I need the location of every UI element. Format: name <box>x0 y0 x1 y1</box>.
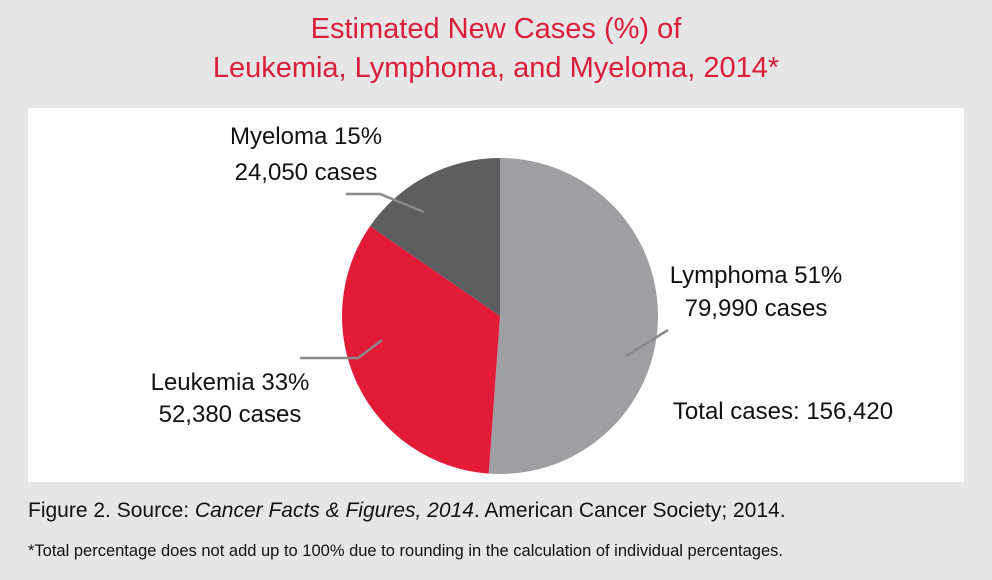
chart-title-line-1: Estimated New Cases (%) of <box>310 13 682 45</box>
pie-slice-leukemia <box>341 226 500 474</box>
leader-line-lymphoma <box>625 328 669 358</box>
slice-cases-leukemia: 52,380 cases <box>159 401 302 428</box>
chart-panel: Lymphoma 51% 79,990 cases Leukemia 33% 52,3… <box>28 108 964 482</box>
source-title: Cancer Facts & Figures, 2014 <box>194 499 474 522</box>
leader-line-leukemia <box>300 339 383 360</box>
chart-title: Estimated New Cases (%) of Leukemia, Lym… <box>0 10 992 88</box>
footnote: *Total percentage does not add up to 100… <box>28 542 783 560</box>
slice-label-leukemia: Leukemia 33% <box>151 369 310 396</box>
pie-chart: Lymphoma 51% 79,990 cases Leukemia 33% 52,3… <box>151 123 893 475</box>
source-prefix: Figure 2. Source: <box>28 499 195 522</box>
pie-slice-lymphoma <box>488 158 658 475</box>
slice-label-myeloma: Myeloma 15% <box>230 123 382 150</box>
total-cases-label: Total cases: 156,420 <box>673 398 893 425</box>
source-suffix: . American Cancer Society; 2014. <box>473 499 786 522</box>
slice-cases-lymphoma: 79,990 cases <box>685 295 828 322</box>
slice-cases-myeloma: 24,050 cases <box>235 159 378 186</box>
pie-slice-myeloma <box>370 158 500 316</box>
slice-label-lymphoma: Lymphoma 51% <box>670 262 843 289</box>
figure-source: Figure 2. Source: Cancer Facts & Figures… <box>28 499 786 523</box>
chart-title-line-2: Leukemia, Lymphoma, and Myeloma, 2014* <box>212 52 780 84</box>
leader-line-myeloma <box>346 192 425 214</box>
